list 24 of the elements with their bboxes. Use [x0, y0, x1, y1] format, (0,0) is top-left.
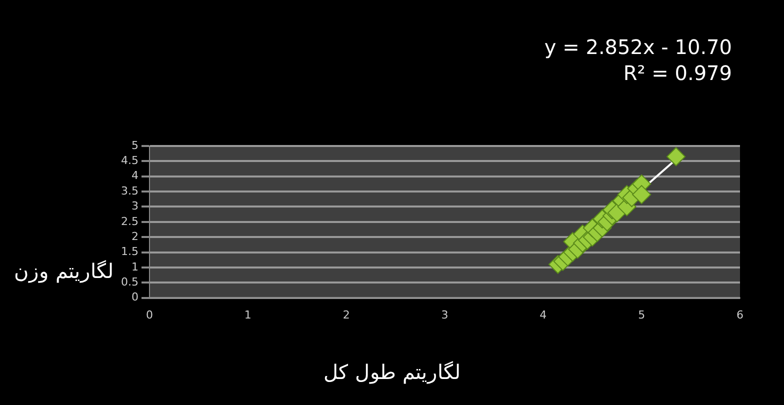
text: R² = 0.979 [622, 60, 732, 86]
y-tick-label: 0.5 [120, 275, 138, 288]
x-tick-label: 3 [441, 308, 448, 322]
y-tick-label: 2 [131, 230, 138, 243]
x-tick-label: 2 [342, 308, 350, 322]
y-axis-title: لگاریتم وزن [14, 259, 114, 283]
y-tick-label: 1 [131, 260, 138, 274]
x-tick-label: 5 [638, 308, 646, 322]
y-tick-label: 0 [131, 290, 138, 304]
y-tick-label: 4 [131, 169, 138, 182]
x-tick-label: 6 [736, 308, 744, 322]
y-tick-label: 5 [131, 138, 138, 152]
point [632, 185, 652, 204]
x-axis-title: لگاریتم طول کل [322, 360, 462, 384]
y-tick-label: 1.5 [120, 245, 138, 258]
y-tick-label: 3.5 [120, 184, 138, 198]
point [666, 147, 686, 166]
x-tick-label: 0 [146, 308, 153, 322]
text: y = 2.852x - 10.70 [544, 34, 732, 60]
x-tick-label: 4 [540, 308, 547, 322]
y-tick-label: 3 [131, 200, 138, 213]
y-tick-label: 2.5 [120, 214, 138, 228]
y-tick-label: 4.5 [120, 154, 138, 168]
x-tick-label: 1 [244, 308, 252, 322]
